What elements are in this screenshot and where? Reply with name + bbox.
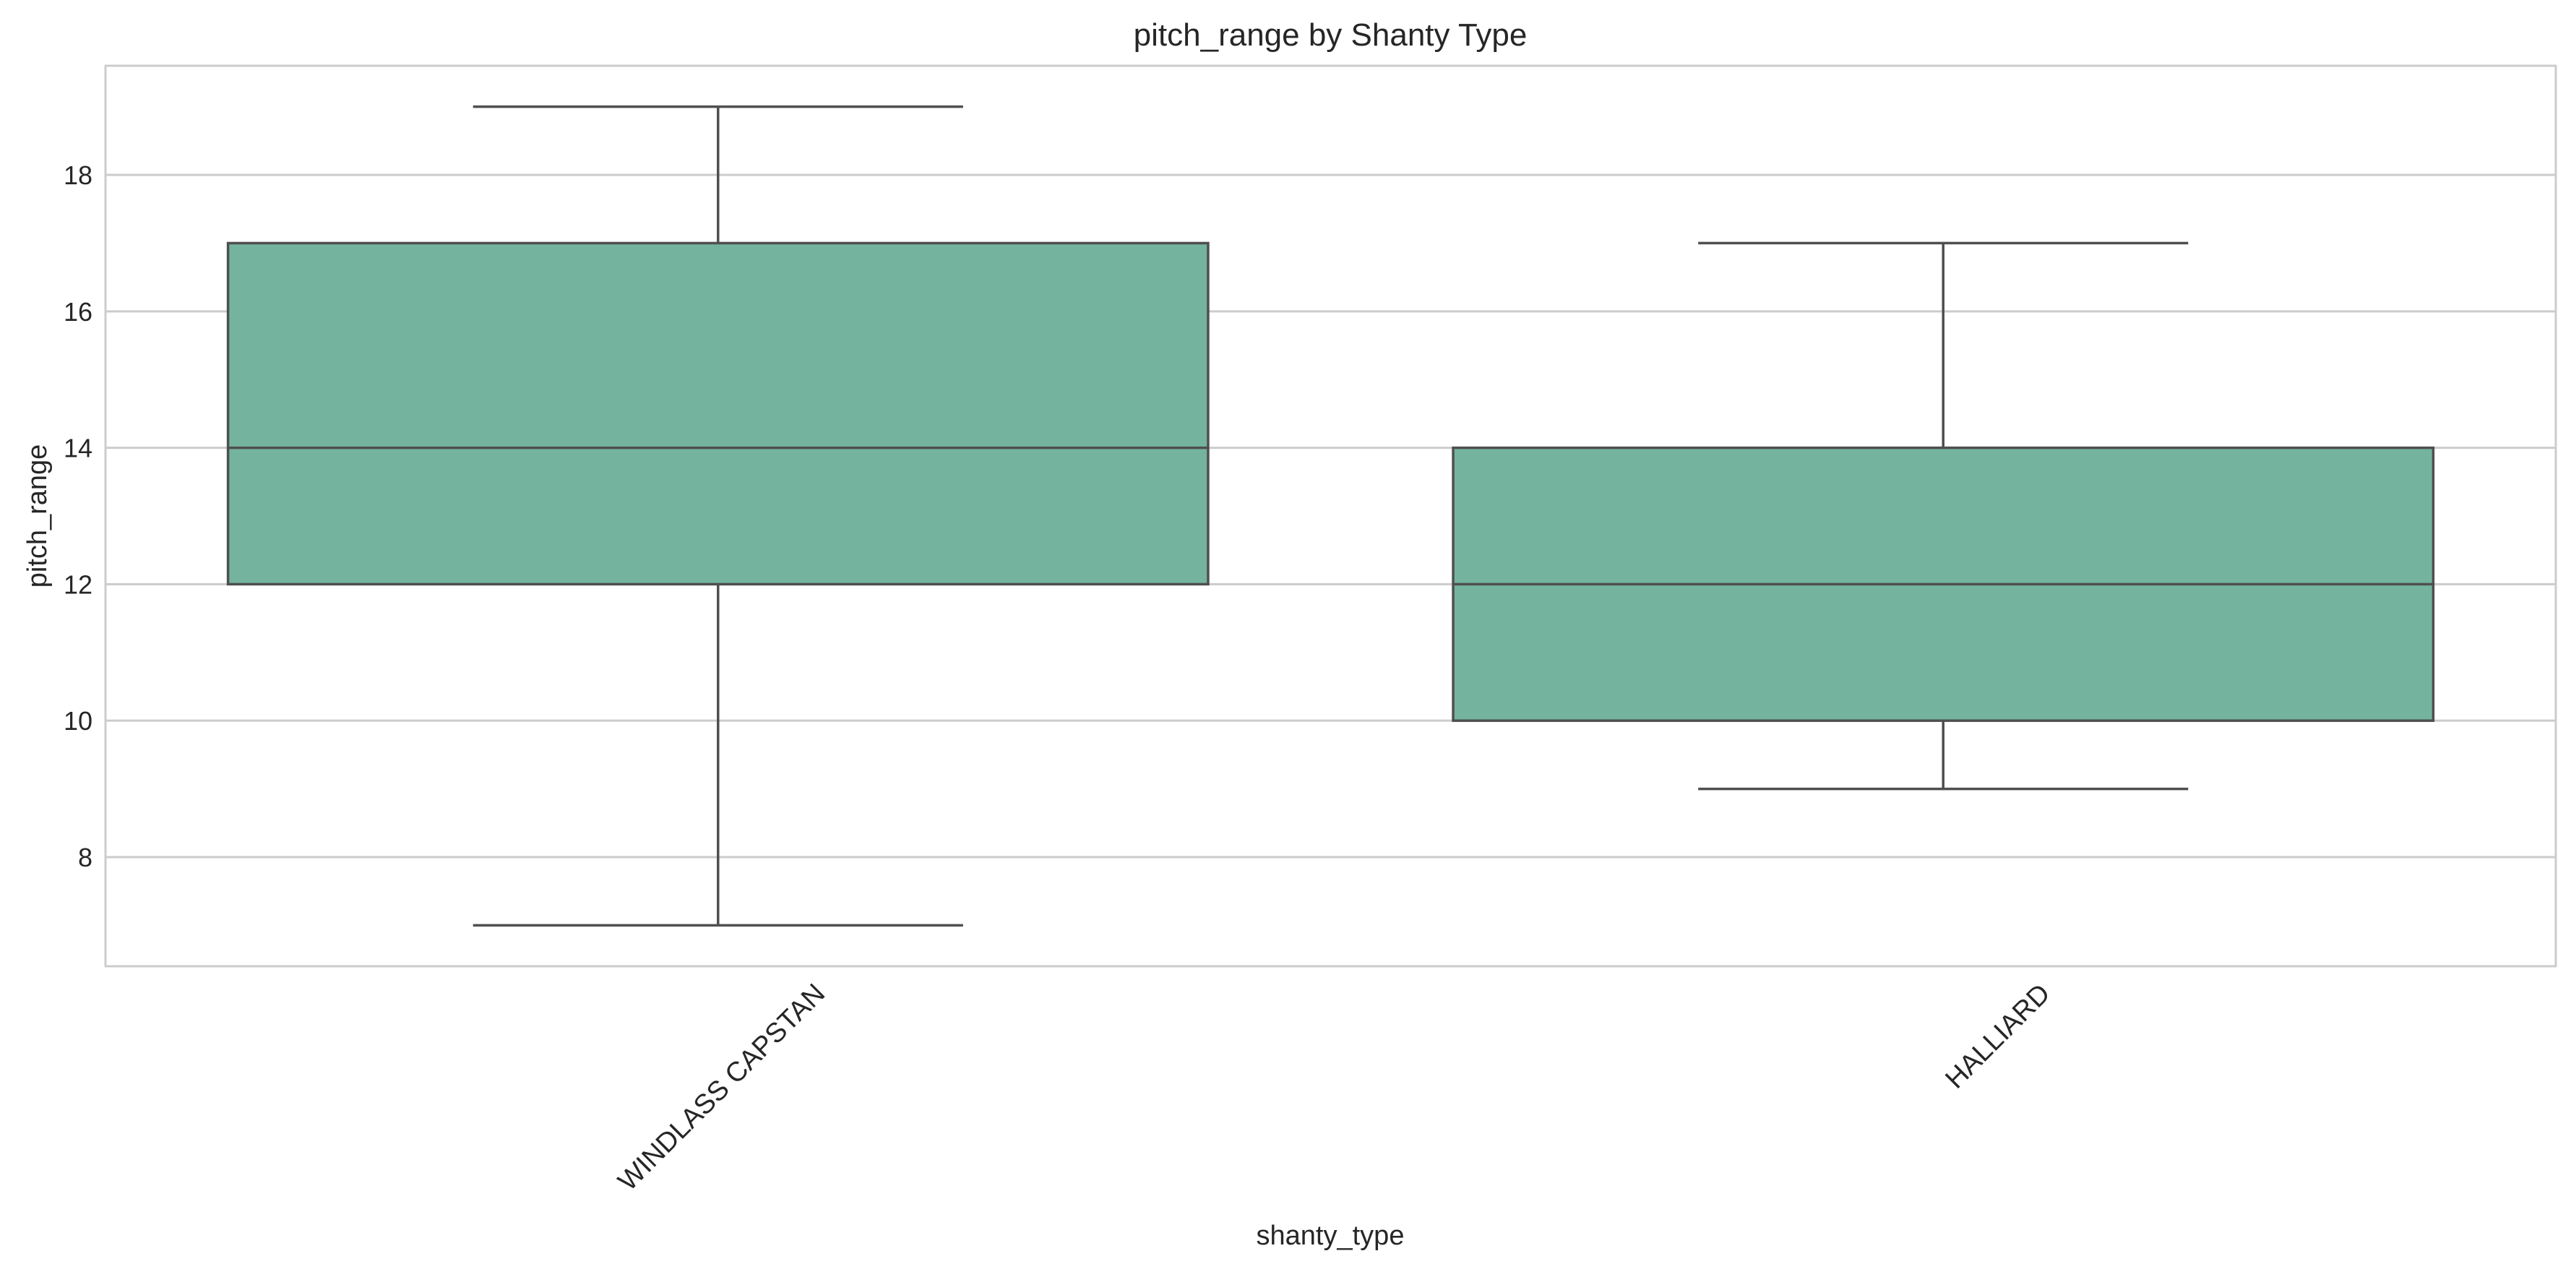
y-axis-label: pitch_range (22, 444, 53, 588)
y-tick-label: 8 (78, 843, 92, 872)
y-tick-labels: 8 10 12 14 16 18 (64, 160, 92, 872)
x-axis-label: shanty_type (1257, 1221, 1405, 1251)
iqr-box (226, 241, 1210, 586)
chart-title: pitch_range by Shanty Type (1134, 17, 1528, 53)
box-group (226, 105, 1210, 927)
y-tick-label: 12 (64, 569, 92, 599)
box-group (1452, 241, 2435, 791)
box-series (226, 105, 2435, 927)
y-tick-label: 10 (64, 706, 92, 736)
y-tick-label: 16 (64, 297, 92, 327)
y-tick-label: 18 (64, 160, 92, 190)
plot-frame (104, 64, 2557, 968)
y-tick-label: 14 (64, 434, 92, 463)
